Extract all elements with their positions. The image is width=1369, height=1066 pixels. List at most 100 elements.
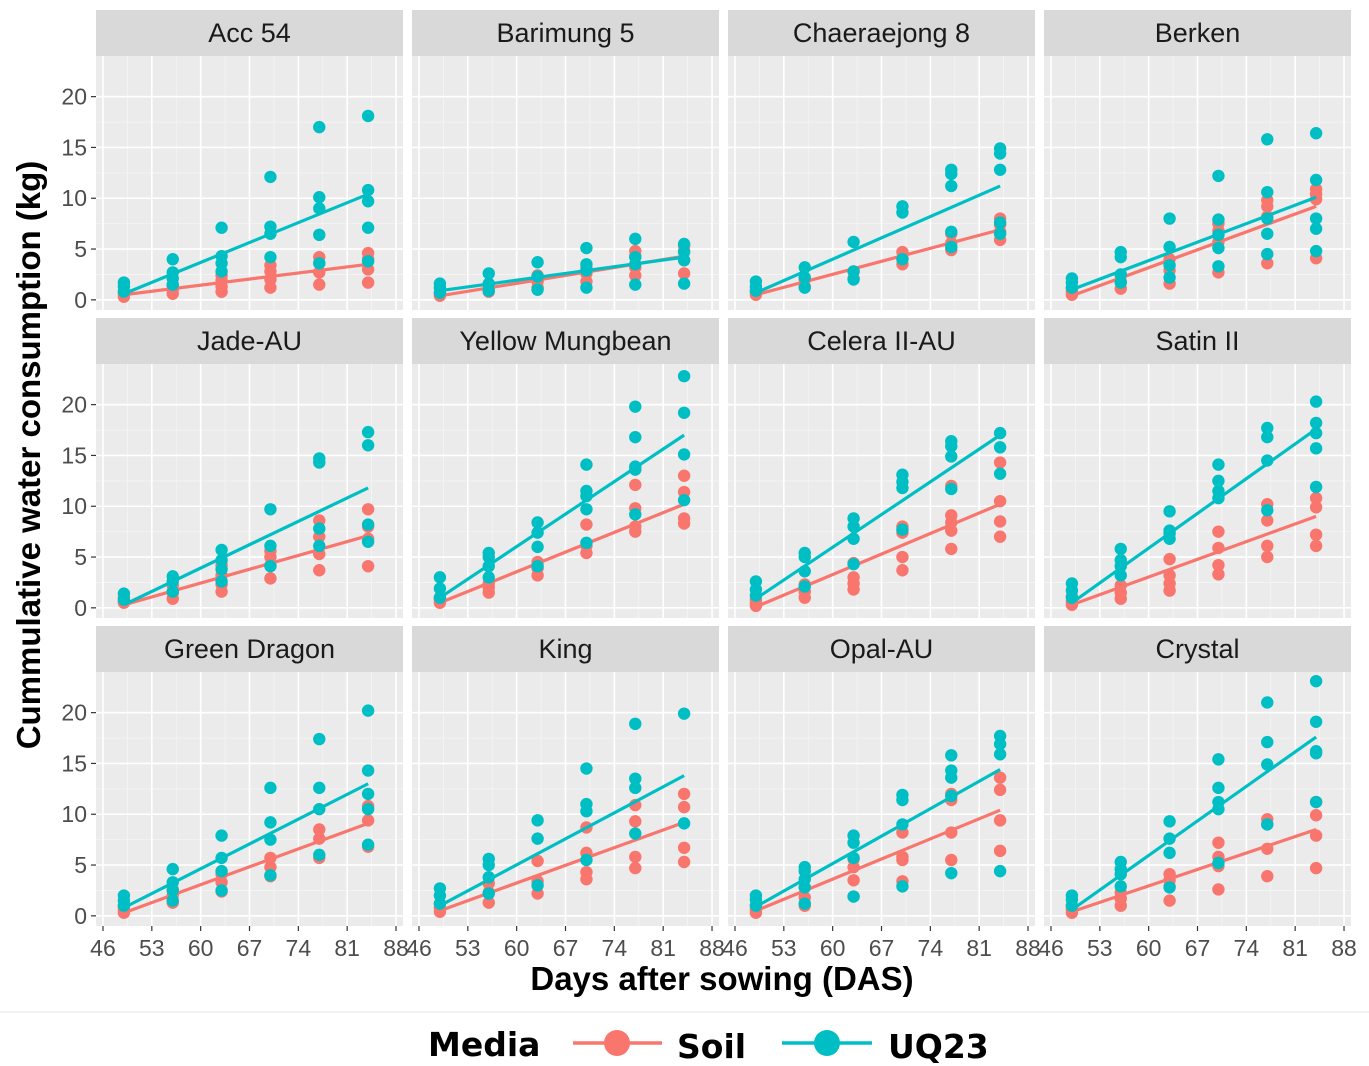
data-point-soil [677,855,691,869]
x-tick-label: 60 [188,935,214,961]
y-tick-label: 5 [74,236,87,262]
data-point-soil [629,478,642,492]
data-point-uq23 [896,468,909,481]
y-tick-label: 15 [61,750,87,776]
data-point-uq23 [1212,856,1225,870]
data-point-uq23 [1163,271,1176,284]
data-point-uq23 [677,817,691,830]
data-point-uq23 [1114,542,1127,556]
strip-background [1044,318,1351,364]
data-point-uq23 [1114,855,1127,869]
data-point-uq23 [993,216,1007,229]
data-point-uq23 [313,732,326,746]
data-point-uq23 [215,864,228,878]
data-point-uq23 [313,452,326,465]
data-point-uq23 [580,503,593,516]
data-point-uq23 [433,277,447,290]
data-point-soil [896,550,909,564]
data-point-uq23 [1163,815,1176,828]
x-tick-label: 53 [1087,935,1113,961]
data-point-uq23 [798,580,811,593]
data-point-uq23 [1065,272,1079,285]
strip-label: Barimung 5 [496,18,634,48]
data-point-uq23 [166,862,179,876]
data-point-uq23 [264,220,277,233]
data-point-uq23 [361,764,375,777]
trend-line-soil [755,808,1001,913]
x-tick-label: 88 [383,935,409,961]
trend-line-uq23 [439,433,686,600]
data-point-uq23 [1212,753,1225,766]
data-point-uq23 [264,503,277,516]
data-point-uq23 [629,508,642,521]
data-point-uq23 [1212,213,1225,226]
x-tick-label: 74 [918,935,944,961]
y-tick-label: 10 [61,801,87,827]
panel-opal-au: Opal-AU 46 53 60 67 74 81 88 [722,626,1041,961]
data-point-uq23 [264,781,277,795]
data-point-uq23 [798,546,811,560]
strip-label: Opal-AU [830,634,934,664]
data-point-soil [1212,883,1225,896]
data-point-soil [1261,539,1274,553]
data-point-uq23 [1309,715,1323,728]
data-point-uq23 [580,458,593,471]
strip-background [412,318,719,364]
data-point-uq23 [945,435,958,448]
data-point-uq23 [264,559,277,573]
data-point-soil [1309,809,1323,822]
data-point-uq23 [629,717,642,731]
x-tick-label: 53 [771,935,797,961]
data-point-uq23 [433,582,447,595]
legend-key-point-uq23 [814,1030,840,1056]
data-point-uq23 [580,241,593,255]
x-tick-label: 88 [699,935,725,961]
data-point-uq23 [1065,889,1079,902]
data-point-uq23 [629,250,642,264]
trend-line-soil [755,502,1001,609]
trend-line-soil [123,821,369,915]
data-point-uq23 [1114,553,1127,567]
data-point-uq23 [433,882,447,895]
data-point-uq23 [993,864,1007,878]
data-point-uq23 [580,536,593,550]
data-point-uq23 [531,814,544,827]
legend-key-point-soil [604,1030,630,1056]
data-point-uq23 [896,253,909,266]
x-tick-label: 67 [553,935,579,961]
data-point-uq23 [361,787,375,801]
data-point-soil [677,469,691,482]
strip-background [1044,626,1351,672]
data-point-soil [993,783,1007,797]
data-point-soil [580,518,593,531]
y-tick-label: 20 [61,84,87,110]
data-point-uq23 [215,221,228,234]
x-tick-label: 46 [1038,935,1064,961]
data-point-uq23 [1261,185,1274,199]
data-point-soil [1163,552,1176,566]
data-point-soil [1212,525,1225,538]
data-point-uq23 [629,781,642,795]
strip-label: Green Dragon [164,634,335,664]
data-point-soil [1212,558,1225,572]
y-tick-label: 20 [61,700,87,726]
data-point-uq23 [896,788,909,802]
data-point-uq23 [531,540,544,554]
data-point-uq23 [361,704,375,717]
trend-line-soil [1071,204,1317,298]
trend-line-uq23 [439,255,685,293]
data-point-uq23 [1261,227,1274,240]
data-point-uq23 [629,278,642,291]
data-point-soil [1309,491,1323,505]
data-point-soil [629,815,642,828]
data-point-uq23 [847,829,860,842]
data-point-uq23 [945,240,958,254]
data-point-uq23 [847,890,860,903]
panel-barimung-5: Barimung 5 [412,10,719,310]
data-point-soil [993,771,1007,784]
legend-key-soil [573,1030,662,1056]
data-point-uq23 [798,897,811,910]
data-point-uq23 [313,781,326,795]
data-point-soil [1261,257,1274,270]
